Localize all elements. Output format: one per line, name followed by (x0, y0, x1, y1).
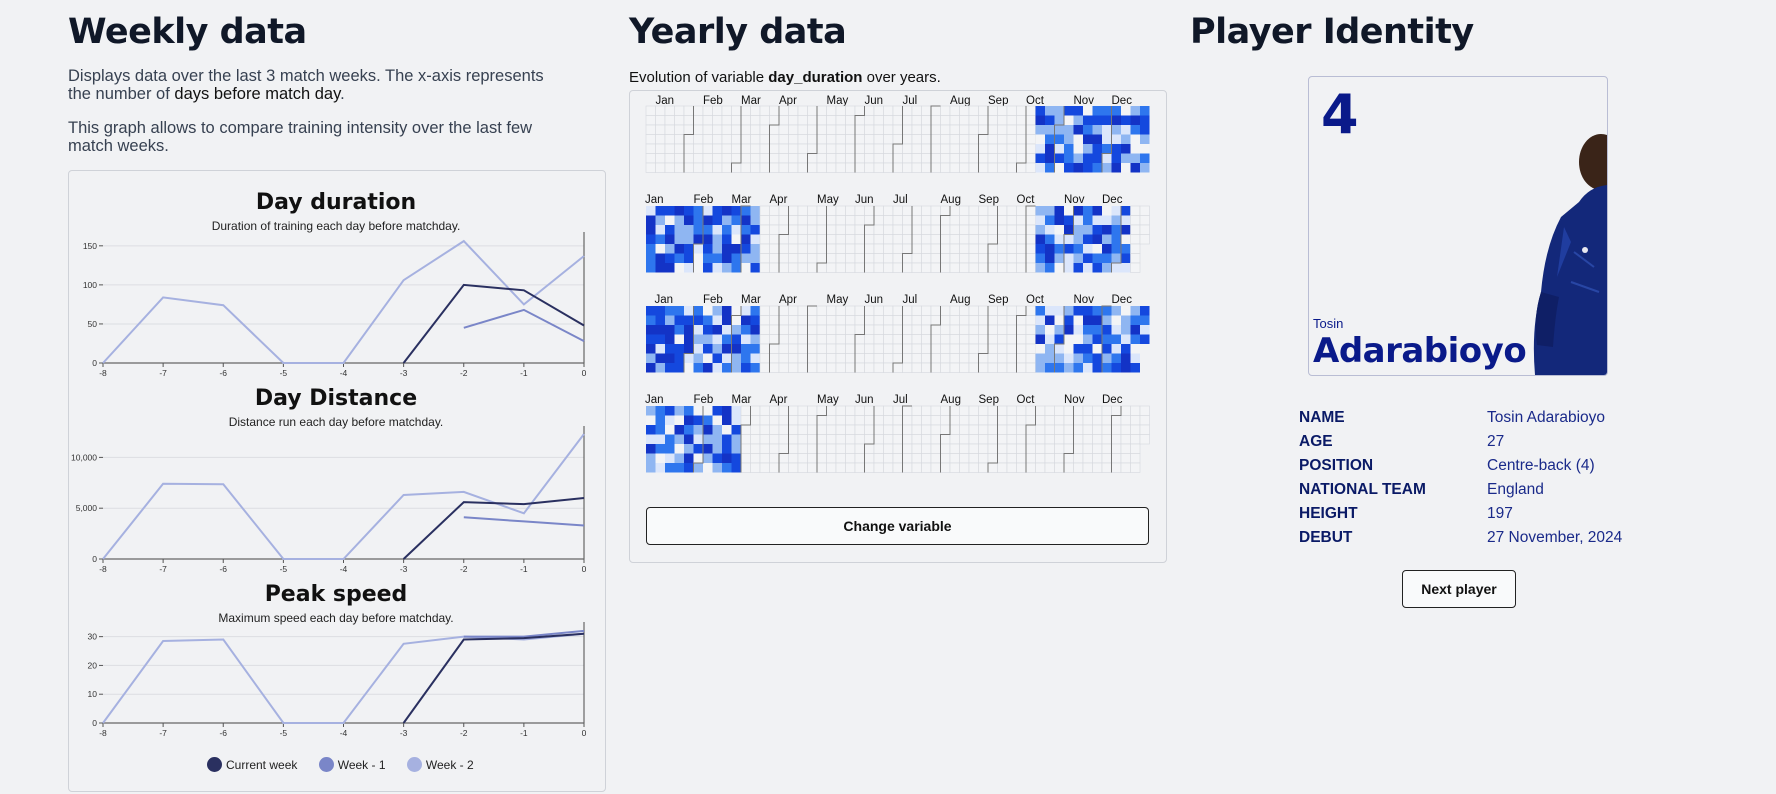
yearly-heatmap-panel (629, 90, 1167, 563)
weekly-title: Weekly data (68, 12, 307, 52)
info-value-name: Tosin Adarabioyo (1487, 409, 1606, 426)
legend-swatch (318, 757, 334, 772)
change-variable-button[interactable]: Change variable (646, 507, 1149, 545)
info-key-debut: DEBUT (1299, 529, 1353, 546)
chart-title-speed: Peak speed (264, 582, 408, 607)
desc-bold: days before match day (174, 85, 341, 103)
legend-label: Current week (226, 757, 298, 772)
next-player-button[interactable]: Next player (1402, 570, 1516, 608)
info-value-age: 27 (1487, 433, 1505, 450)
info-key-age: AGE (1299, 433, 1333, 450)
info-key-height: HEIGHT (1299, 505, 1358, 522)
player-title: Player Identity (1190, 12, 1474, 52)
legend-item-week-1[interactable]: Week - 1 (318, 757, 386, 772)
info-value-height: 197 (1487, 505, 1513, 522)
chart-subtitle-duration: Duration of training each day before mat… (211, 219, 461, 233)
chart-title-distance: Day Distance (254, 386, 418, 411)
player-last-name: Adarabioyo (1313, 331, 1527, 371)
yearly-subtitle: Evolution of variable day_duration over … (629, 69, 941, 87)
legend-label: Week - 2 (425, 757, 474, 772)
info-value-debut: 27 November, 2024 (1487, 529, 1623, 546)
chart-subtitle-distance: Distance run each day before matchday. (228, 415, 444, 429)
desc-text: Displays data over the last 3 match week… (68, 67, 544, 103)
legend-swatch (406, 757, 422, 772)
subtitle-end: over years. (862, 69, 941, 86)
chart-legend: Current week Week - 1 Week - 2 (207, 757, 492, 775)
legend-item-current-week[interactable]: Current week (207, 757, 297, 772)
player-first-name: Tosin (1313, 316, 1344, 331)
legend-label: Week - 1 (337, 757, 386, 772)
jersey-number: 4 (1321, 83, 1359, 146)
weekly-charts-panel (68, 170, 606, 792)
variable-name: day_duration (768, 69, 863, 86)
info-key-national-team: NATIONAL TEAM (1299, 481, 1426, 498)
subtitle-text: Evolution of variable (629, 69, 769, 86)
legend-item-week-2[interactable]: Week - 2 (406, 757, 474, 772)
info-value-position: Centre-back (4) (1487, 457, 1595, 474)
chart-subtitle-speed: Maximum speed each day before matchday. (218, 611, 454, 625)
yearly-title: Yearly data (629, 12, 847, 52)
legend-swatch (207, 757, 222, 772)
info-key-name: NAME (1299, 409, 1345, 426)
chart-title-duration: Day duration (255, 190, 417, 215)
desc-end: . (340, 85, 345, 103)
weekly-description-2: This graph allows to compare training in… (68, 119, 533, 155)
player-card: 4 Tosin Adarabioyo (1308, 76, 1608, 376)
weekly-description-1: Displays data over the last 3 match week… (68, 67, 568, 103)
player-photo (1533, 134, 1607, 375)
info-key-position: POSITION (1299, 457, 1374, 474)
info-value-national-team: England (1487, 481, 1544, 498)
